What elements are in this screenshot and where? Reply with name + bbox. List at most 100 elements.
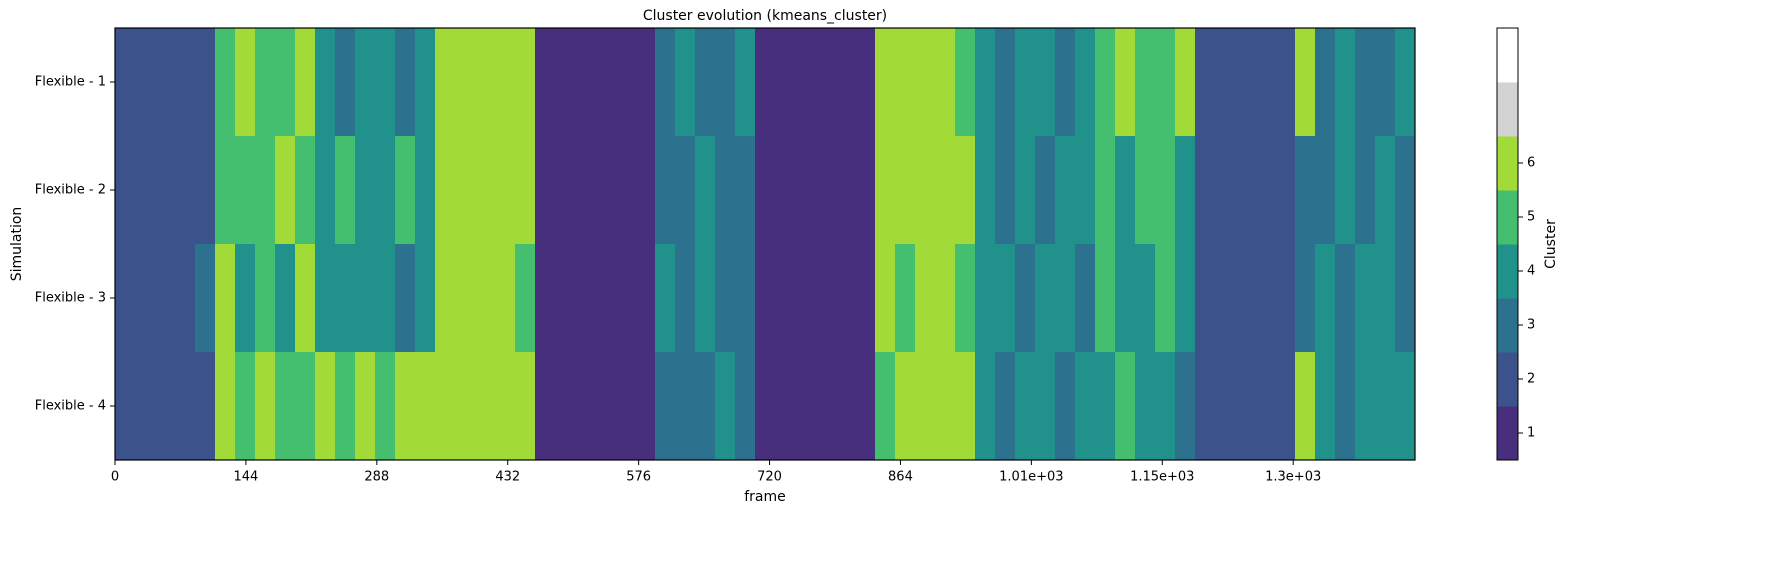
heatmap-cell — [615, 136, 636, 244]
heatmap-cell — [615, 244, 636, 352]
heatmap-cell — [515, 352, 536, 460]
heatmap-cell — [595, 136, 616, 244]
heatmap-cell — [435, 244, 456, 352]
heatmap-cell — [1215, 244, 1236, 352]
heatmap-cell — [895, 244, 916, 352]
heatmap-cell — [975, 136, 996, 244]
heatmap-cell — [1275, 136, 1296, 244]
heatmap-cell — [695, 244, 716, 352]
heatmap-cell — [715, 28, 736, 136]
heatmap-cell — [1115, 28, 1136, 136]
heatmap-cell — [755, 28, 776, 136]
heatmap-cell — [915, 136, 936, 244]
heatmap-cell — [695, 28, 716, 136]
heatmap-cell — [1215, 136, 1236, 244]
heatmap-cell — [1155, 352, 1176, 460]
heatmap-cell — [875, 244, 896, 352]
heatmap-cell — [635, 352, 656, 460]
heatmap-cell — [1275, 244, 1296, 352]
heatmap-cell — [1115, 136, 1136, 244]
heatmap-cell — [355, 136, 376, 244]
heatmap-cell — [1035, 244, 1056, 352]
heatmap-cell — [255, 136, 276, 244]
heatmap-cell — [495, 28, 516, 136]
heatmap-cell — [675, 352, 696, 460]
heatmap-cell — [1395, 136, 1416, 244]
heatmap-cell — [195, 244, 216, 352]
heatmap-cell — [835, 352, 856, 460]
x-tick-label: 576 — [626, 470, 651, 485]
heatmap-cell — [635, 28, 656, 136]
heatmap-cell — [575, 28, 596, 136]
heatmap-cell — [355, 244, 376, 352]
heatmap-cell — [395, 352, 416, 460]
heatmap-cell — [435, 136, 456, 244]
heatmap-cell — [1375, 244, 1396, 352]
heatmap-cell — [895, 28, 916, 136]
heatmap-cell — [315, 244, 336, 352]
heatmap-cell — [475, 28, 496, 136]
heatmap-cell — [375, 352, 396, 460]
heatmap-cell — [1335, 28, 1356, 136]
heatmap-cell — [595, 28, 616, 136]
heatmap-cell — [1255, 28, 1276, 136]
heatmap-cell — [755, 352, 776, 460]
heatmap-cell — [1395, 28, 1416, 136]
heatmap-cell — [1175, 244, 1196, 352]
heatmap-cell — [235, 244, 256, 352]
heatmap-cell — [975, 352, 996, 460]
heatmap-cell — [195, 28, 216, 136]
x-tick-label: 1.3e+03 — [1265, 470, 1321, 485]
heatmap-cell — [1255, 136, 1276, 244]
heatmap-cell — [475, 352, 496, 460]
heatmap-cell — [175, 244, 196, 352]
heatmap-cell — [535, 28, 556, 136]
heatmap-cell — [655, 136, 676, 244]
heatmap-cell — [1195, 28, 1216, 136]
heatmap-cell — [855, 352, 876, 460]
heatmap-cell — [1155, 136, 1176, 244]
heatmap-cell — [515, 28, 536, 136]
heatmap-cell — [155, 136, 176, 244]
heatmap-cell — [975, 28, 996, 136]
heatmap-cell — [1275, 352, 1296, 460]
heatmap-cell — [955, 136, 976, 244]
heatmap-cell — [1395, 244, 1416, 352]
x-tick-label: 864 — [888, 470, 913, 485]
heatmap-cell — [715, 136, 736, 244]
heatmap-cell — [1035, 352, 1056, 460]
heatmap-cell — [1275, 28, 1296, 136]
heatmap-cell — [1215, 28, 1236, 136]
heatmap-cell — [595, 352, 616, 460]
heatmap-cell — [195, 352, 216, 460]
heatmap-cell — [935, 28, 956, 136]
heatmap-cell — [1175, 136, 1196, 244]
heatmap-cell — [375, 28, 396, 136]
heatmap-cell — [795, 28, 816, 136]
heatmap-cell — [875, 28, 896, 136]
heatmap-cell — [295, 244, 316, 352]
heatmap-cell — [1235, 28, 1256, 136]
heatmap-cell — [295, 352, 316, 460]
heatmap-cell — [155, 28, 176, 136]
heatmap-cell — [775, 28, 796, 136]
heatmap-cell — [1175, 352, 1196, 460]
heatmap-cell — [1015, 352, 1036, 460]
heatmap-cell — [875, 136, 896, 244]
x-tick-label: 432 — [495, 470, 520, 485]
heatmap-cell — [1295, 136, 1316, 244]
heatmap-cell — [1035, 28, 1056, 136]
heatmap-cell — [295, 136, 316, 244]
heatmap-cell — [915, 28, 936, 136]
heatmap-cell — [1295, 244, 1316, 352]
plot-frame — [114, 27, 1416, 461]
colorbar-segment — [1497, 136, 1518, 191]
heatmap-cell — [555, 136, 576, 244]
heatmap-cell — [575, 136, 596, 244]
heatmap-cell — [335, 28, 356, 136]
heatmap-cell — [1335, 352, 1356, 460]
heatmap-cell — [535, 136, 556, 244]
heatmap-cell — [675, 28, 696, 136]
heatmap-cell — [135, 352, 156, 460]
